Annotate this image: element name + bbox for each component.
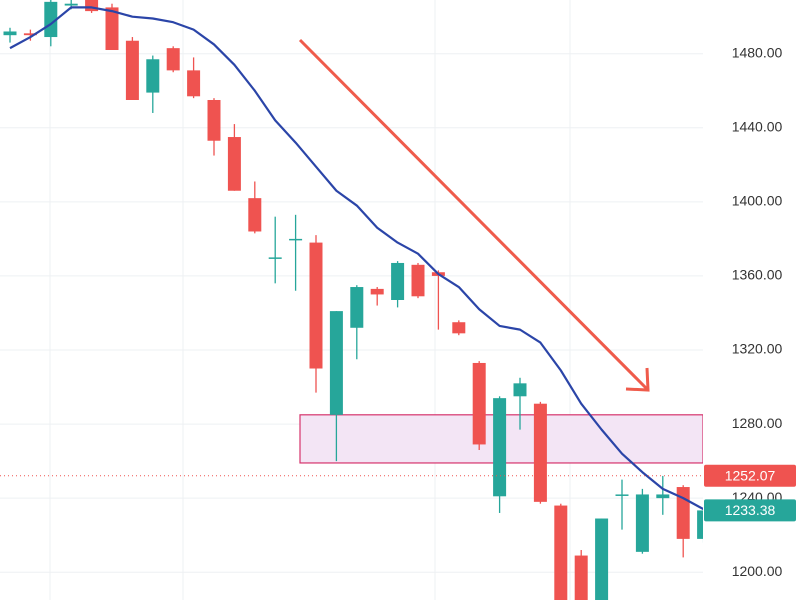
candle-body xyxy=(493,398,507,497)
candle-body xyxy=(472,362,486,445)
moving-average-line xyxy=(9,6,703,511)
candle-body xyxy=(411,264,425,297)
candle-body xyxy=(187,70,201,97)
horizontal-grid xyxy=(0,53,703,573)
candle-body xyxy=(452,322,466,334)
y-tick-label: 1440.00 xyxy=(732,118,783,134)
candle-body xyxy=(125,40,139,100)
price-label-box xyxy=(704,499,796,522)
candle-body xyxy=(635,494,649,552)
y-tick-label: 1280.00 xyxy=(732,415,783,431)
candle-body xyxy=(595,518,609,600)
candle-body xyxy=(656,494,670,499)
candle-body xyxy=(391,262,405,300)
arrow-shaft xyxy=(298,38,649,391)
candle-body xyxy=(85,0,99,12)
candle-body xyxy=(697,510,703,539)
candle-body xyxy=(289,238,303,241)
candle-body xyxy=(23,33,37,36)
candle-body xyxy=(105,7,119,51)
vertical-grid xyxy=(49,0,571,600)
price-label: 1252.07 xyxy=(725,467,776,483)
candle-body xyxy=(554,505,568,600)
arrow-head xyxy=(625,367,650,392)
y-tick-label: 1200.00 xyxy=(732,563,783,579)
price-label-box xyxy=(704,464,796,487)
candle-body xyxy=(207,100,221,141)
candle-body xyxy=(44,1,58,38)
candle-body xyxy=(227,137,241,191)
candle-body xyxy=(533,403,547,502)
candle-body xyxy=(166,48,180,71)
y-tick-label: 1400.00 xyxy=(732,193,783,209)
candle-body xyxy=(370,288,384,295)
candle-body xyxy=(146,59,160,93)
candle-body xyxy=(64,3,78,6)
candle-body xyxy=(329,311,343,415)
candle-body xyxy=(350,287,364,328)
price-label: 1233.38 xyxy=(725,502,776,518)
candle-body xyxy=(268,257,282,259)
candle-body xyxy=(676,487,690,539)
y-tick-label: 1480.00 xyxy=(732,44,783,60)
trend-arrow xyxy=(298,38,650,392)
candle-body xyxy=(248,198,262,232)
candle-body xyxy=(309,242,323,369)
candle-body xyxy=(513,383,527,397)
y-tick-label: 1320.00 xyxy=(732,341,783,357)
y-tick-label: 1360.00 xyxy=(732,267,783,283)
plot-area xyxy=(0,0,703,600)
candle-body xyxy=(3,31,17,36)
candle-body xyxy=(615,494,629,496)
candle-body xyxy=(574,555,588,600)
price-axis: 1200.001240.001280.001320.001360.001400.… xyxy=(703,0,800,600)
